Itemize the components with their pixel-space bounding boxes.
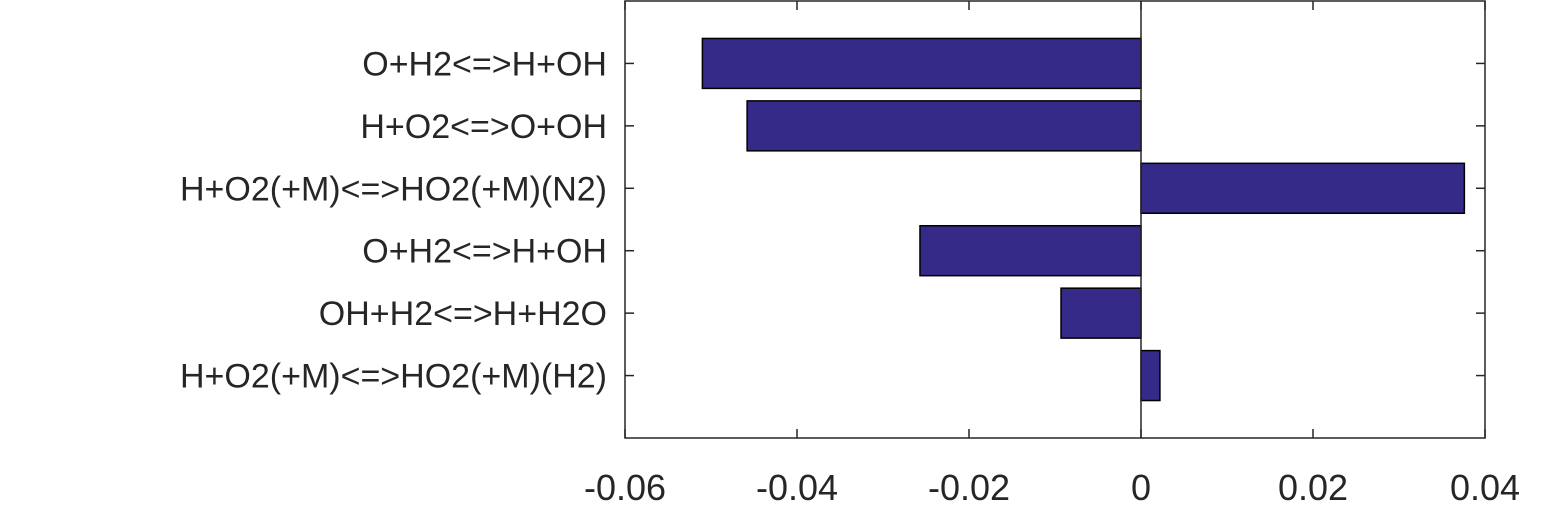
x-tick-label: 0.04 [1450, 467, 1520, 508]
category-label: H+O2<=>O+OH [360, 108, 607, 146]
bar [1140, 162, 1466, 215]
x-tick-label: 0 [1131, 467, 1151, 508]
category-label: O+H2<=>H+OH [362, 45, 607, 83]
bar [746, 100, 1142, 152]
category-label: O+H2<=>H+OH [362, 233, 607, 271]
bar [919, 224, 1142, 277]
x-tick-label: 0.02 [1278, 467, 1348, 508]
x-tick-label: -0.04 [756, 467, 838, 508]
bar [701, 37, 1142, 90]
category-label: OH+H2<=>H+H2O [319, 295, 607, 333]
x-tick-label: -0.02 [928, 467, 1010, 508]
category-label: H+O2(+M)<=>HO2(+M)(N2) [180, 170, 607, 208]
axes-box [624, 0, 1486, 439]
category-label: H+O2(+M)<=>HO2(+M)(H2) [180, 358, 607, 396]
bar [1060, 287, 1142, 339]
x-tick-label: -0.06 [584, 467, 666, 508]
bar [1140, 349, 1161, 402]
